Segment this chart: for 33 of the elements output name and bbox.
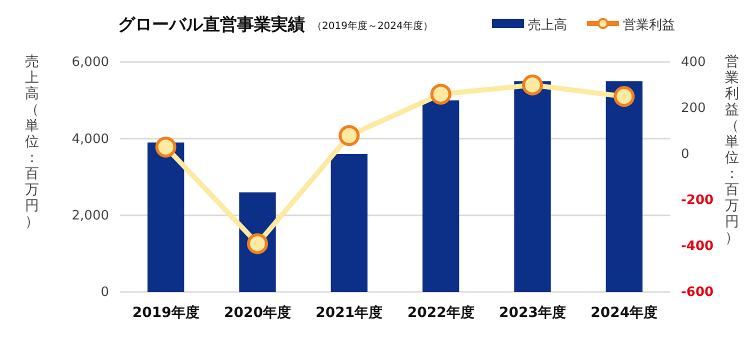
y-tick-label: 6,000	[72, 55, 109, 70]
y-tick-label: 2,000	[72, 208, 109, 224]
bar	[514, 81, 551, 292]
bar	[422, 100, 460, 292]
legend-label: 売上高	[528, 17, 567, 33]
bar	[606, 81, 642, 292]
y2-tick-label: 400	[681, 55, 706, 70]
point	[155, 136, 176, 158]
y-tick-label: 0	[100, 285, 109, 300]
chart-title: グローバル直営事業実績	[118, 15, 305, 35]
x-tick-label: 2019年度	[132, 304, 200, 321]
y2-tick-label: 200	[681, 101, 706, 116]
x-tick-label: 2024年度	[590, 304, 658, 321]
y-tick-label: 4,000	[72, 132, 109, 147]
x-tick-label: 2022年度	[407, 304, 474, 321]
x-tick-label: 2021年度	[316, 304, 383, 321]
point	[338, 125, 360, 146]
bar	[330, 154, 368, 292]
point	[247, 233, 268, 254]
y2-tick-label: 0	[681, 147, 690, 162]
x-tick-label: 2023年度	[499, 304, 566, 321]
y2-tick-label: -400	[681, 239, 714, 254]
point	[522, 74, 543, 96]
x-tick-label: 2020年度	[224, 304, 291, 321]
point	[614, 86, 635, 107]
text: 営業利益（単位：百万円）	[725, 54, 739, 246]
legend-label: 営業利益	[623, 18, 675, 33]
y2-tick-label: -200	[681, 193, 714, 208]
y2-tick-label: -600	[681, 285, 714, 300]
bar	[148, 142, 184, 292]
chart-subtitle: （2019年度～2024年度）	[312, 20, 433, 32]
point	[430, 84, 452, 105]
text: 売上高（単位：百万円）	[25, 54, 39, 230]
